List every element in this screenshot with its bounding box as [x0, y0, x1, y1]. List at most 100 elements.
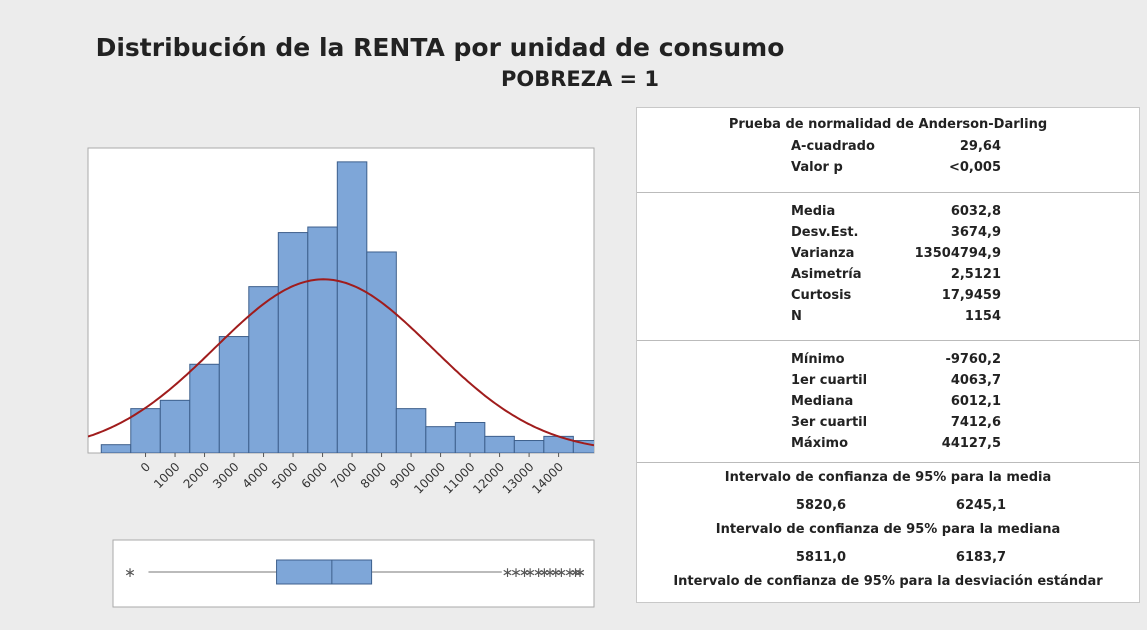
outlier: ∗	[533, 565, 545, 581]
stat-value: 4063,7	[950, 373, 1001, 388]
outlier: ∗	[555, 565, 567, 581]
interval-title: Intervalo de confianza de 95% para la de…	[673, 574, 1103, 589]
interval-row: 5820,6 6245,1	[637, 493, 1139, 519]
stat-label: Varianza	[791, 246, 855, 261]
outlier: ∗	[564, 565, 576, 581]
interval-title: Intervalo de confianza de 95% para la me…	[724, 470, 1052, 485]
interval-value: 6183,7	[955, 550, 1007, 565]
x-tick-label: 10000	[411, 460, 448, 497]
normal-fit-curve	[88, 278, 594, 447]
bar	[159, 399, 191, 453]
x-tick-label: 7000	[328, 460, 359, 491]
table-row: 1er cuartil 4063,7	[637, 370, 1139, 391]
bar	[248, 286, 279, 453]
outlier: ∗	[574, 565, 586, 581]
table-section: Prueba de normalidad de Anderson-Darling…	[637, 108, 1139, 193]
outlier: ∗	[524, 565, 536, 581]
interval-title: Intervalo de confianza de 95% para la me…	[715, 522, 1061, 537]
interval-value: 5811,0	[795, 550, 847, 565]
bar	[189, 363, 220, 453]
table-row: Desv.Est. 3674,9	[637, 222, 1139, 243]
stat-label: Asimetría	[791, 267, 862, 282]
bar	[100, 444, 132, 453]
chart-title: Distribución de la RENTA por unidad de c…	[96, 33, 785, 62]
section-title: Prueba de normalidad de Anderson-Darling	[728, 117, 1048, 132]
bar	[277, 232, 309, 453]
stat-label: 3er cuartil	[791, 415, 868, 430]
x-tick-label: 13000	[500, 460, 537, 497]
bar	[513, 440, 545, 453]
x-tick-label: 3000	[210, 460, 241, 491]
outlier: ∗	[544, 565, 556, 581]
bar	[130, 408, 161, 453]
table-row: Curtosis 17,9459	[637, 285, 1139, 306]
interval-value: 6245,1	[955, 498, 1007, 513]
x-tick-label: 12000	[470, 460, 507, 497]
x-tick-label: 5000	[269, 460, 300, 491]
stat-value: 7412,6	[950, 415, 1001, 430]
table-row: Máximo 44127,5	[637, 433, 1139, 454]
table-row: Mediana 6012,1	[637, 391, 1139, 412]
interval-row: 5811,0 6183,7	[637, 545, 1139, 571]
x-tick-label: 0	[138, 460, 153, 475]
stat-value: 3674,9	[950, 225, 1001, 240]
bar	[336, 161, 368, 453]
stat-label: A-cuadrado	[791, 139, 875, 154]
x-tick-label: 14000	[529, 460, 566, 497]
table-row: Valor p <0,005	[637, 157, 1139, 178]
stat-value: 44127,5	[941, 436, 1001, 451]
outlier: ∗	[124, 565, 136, 581]
stat-value: 13504794,9	[914, 246, 1001, 261]
table-row: Media 6032,8	[637, 201, 1139, 222]
table-section: Intervalo de confianza de 95% para la me…	[637, 463, 1139, 597]
outlier: ∗	[502, 565, 514, 581]
x-tick-label: 2000	[181, 460, 212, 491]
stat-value: 6012,1	[950, 394, 1001, 409]
box	[276, 559, 373, 585]
table-row: 3er cuartil 7412,6	[637, 412, 1139, 433]
stat-label: Media	[791, 204, 836, 219]
stat-label: Mínimo	[791, 352, 845, 367]
bar	[366, 251, 397, 453]
stat-value: 2,5121	[950, 267, 1001, 282]
outlier: ∗	[519, 565, 531, 581]
summary-table: Prueba de normalidad de Anderson-Darling…	[636, 107, 1140, 603]
stat-value: -9760,2	[945, 352, 1001, 367]
stat-value: 17,9459	[941, 288, 1001, 303]
bar	[454, 422, 486, 453]
boxplot: ∗ ∗∗∗∗∗∗∗∗∗∗∗∗∗	[124, 559, 586, 585]
x-tick-label: 6000	[299, 460, 330, 491]
bar	[425, 426, 456, 453]
x-tick-label: 11000	[441, 460, 478, 497]
table-row: Varianza 13504794,9	[637, 243, 1139, 264]
stat-label: Mediana	[791, 394, 854, 409]
table-section: Mínimo -9760,2 1er cuartil 4063,7 Mediana 601…	[637, 341, 1139, 463]
x-tick-label: 1000	[151, 460, 182, 491]
stat-label: Curtosis	[791, 288, 852, 303]
histogram	[88, 161, 594, 453]
table-row: Mínimo -9760,2	[637, 349, 1139, 370]
stat-value: 6032,8	[950, 204, 1001, 219]
bar	[218, 336, 250, 453]
table-row: Asimetría 2,5121	[637, 264, 1139, 285]
interval-value: 5820,6	[795, 498, 847, 513]
chart-subtitle: POBREZA = 1	[501, 67, 659, 91]
stat-label: Valor p	[791, 160, 843, 175]
stat-label: Desv.Est.	[791, 225, 859, 240]
table-section: Media 6032,8 Desv.Est. 3674,9 Varianza 135047…	[637, 193, 1139, 341]
outlier: ∗	[550, 565, 562, 581]
table-row: N 1154	[637, 306, 1139, 327]
table-row: A-cuadrado 29,64	[637, 136, 1139, 157]
bar	[307, 226, 338, 453]
outlier: ∗	[538, 565, 550, 581]
stat-value: <0,005	[948, 160, 1001, 175]
stat-label: N	[791, 309, 802, 324]
bar	[484, 435, 515, 453]
stat-label: 1er cuartil	[791, 373, 868, 388]
outlier: ∗	[570, 565, 582, 581]
outlier: ∗	[510, 565, 522, 581]
stat-label: Máximo	[791, 436, 849, 451]
outlier: ∗	[574, 565, 586, 581]
